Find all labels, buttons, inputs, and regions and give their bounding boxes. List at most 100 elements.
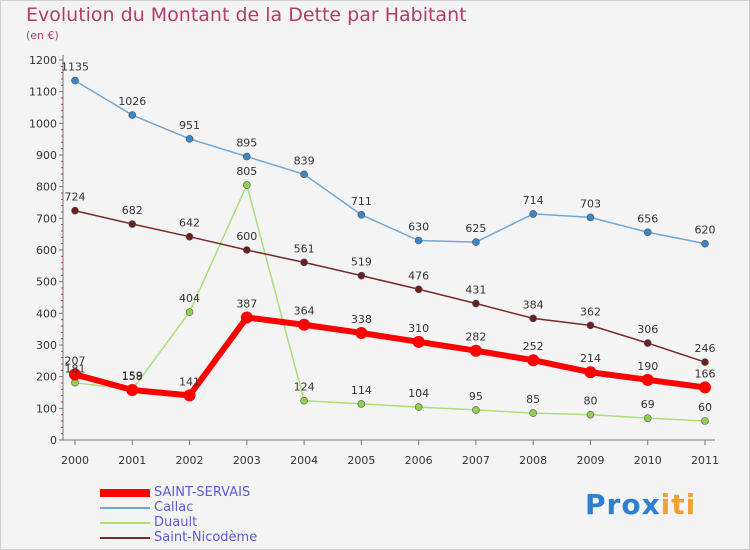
legend-label: Saint-Nicodème [154, 530, 258, 545]
data-label: 282 [465, 331, 486, 344]
series-line-saint-servais [72, 314, 708, 399]
data-point [701, 358, 709, 366]
data-label: 69 [641, 398, 655, 411]
y-tick-label: 400 [36, 307, 57, 320]
data-point [529, 210, 537, 218]
x-tick-label: 2008 [519, 454, 547, 467]
data-point [357, 400, 366, 408]
data-point [643, 414, 652, 422]
data-point [300, 396, 308, 405]
x-tick-label: 2011 [691, 454, 719, 467]
series-line-callac [74, 79, 706, 245]
x-tick-label: 2010 [634, 454, 662, 467]
data-label: 95 [469, 390, 483, 403]
data-label: 85 [526, 393, 540, 406]
data-label: 80 [583, 395, 597, 408]
data-point [414, 403, 423, 411]
data-point [472, 238, 480, 246]
data-label: 642 [179, 217, 200, 230]
data-label: 1026 [118, 95, 146, 108]
data-label: 252 [523, 340, 544, 353]
data-point [584, 366, 597, 379]
data-point [185, 308, 194, 316]
data-point [701, 239, 709, 248]
series-line-saint-nicodème [74, 209, 706, 363]
data-point [472, 299, 480, 308]
data-label: 682 [122, 204, 143, 217]
data-label: 1135 [61, 61, 89, 74]
logo-text-part1: Prox [585, 488, 661, 521]
data-point [243, 152, 251, 161]
y-tick-label: 1000 [29, 117, 57, 130]
data-point [300, 258, 308, 267]
data-point [357, 211, 366, 219]
data-point [699, 381, 711, 394]
data-label: 60 [698, 401, 712, 414]
data-label: 895 [236, 137, 257, 150]
legend-swatch [100, 522, 150, 524]
x-tick-label: 2004 [290, 454, 318, 467]
data-point [126, 383, 139, 396]
data-label: 630 [408, 221, 429, 234]
series-lines [72, 79, 708, 422]
legend-label: SAINT-SERVAIS [154, 485, 251, 500]
data-label: 724 [65, 191, 86, 204]
legend-label: Callac [154, 500, 194, 515]
data-point [414, 236, 423, 245]
x-tick-label: 2009 [576, 454, 604, 467]
data-label: 362 [580, 305, 601, 318]
data-point [586, 213, 595, 222]
data-label: 620 [695, 224, 716, 237]
chart-subtitle: (en €) [26, 29, 59, 42]
data-label: 141 [179, 375, 200, 388]
data-label: 951 [179, 119, 200, 132]
logo-text-part2: iti [660, 488, 697, 521]
data-label: 338 [351, 313, 372, 326]
data-label: 306 [637, 323, 658, 336]
data-point [128, 220, 137, 228]
data-label: 207 [65, 354, 86, 367]
data-label: 711 [351, 195, 372, 208]
data-label: 387 [236, 297, 257, 310]
legend-swatch [100, 507, 150, 509]
data-label: 159 [122, 370, 143, 383]
x-tick-label: 2001 [118, 454, 146, 467]
proxiti-logo: Proxiti [585, 488, 696, 521]
x-tick-label: 2005 [347, 454, 375, 467]
data-point [243, 246, 251, 254]
data-label: 476 [408, 269, 429, 282]
chart-title: Evolution du Montant de la Dette par Hab… [26, 4, 467, 26]
data-point [71, 206, 79, 215]
data-label: 561 [294, 242, 315, 255]
data-label: 310 [408, 322, 429, 335]
data-point [472, 406, 480, 414]
data-point [412, 335, 425, 348]
data-label: 839 [294, 154, 315, 167]
data-point [185, 232, 194, 241]
data-label: 158 [122, 370, 143, 383]
data-point [128, 111, 137, 119]
data-label: 181 [65, 363, 86, 376]
x-tick-label: 2002 [176, 454, 204, 467]
data-point [643, 339, 652, 347]
data-point [183, 389, 196, 402]
tick-labels: 0 100 200 300 400 500 600 700 800 900 1000 1100 1200… [29, 54, 719, 467]
data-point [300, 170, 308, 179]
data-label: 166 [695, 367, 716, 380]
data-label: 805 [236, 165, 257, 178]
data-labels: 207 158 141 387 364 338 310 282 252 214 190 166 1135… [61, 61, 716, 414]
legend-swatch [100, 489, 150, 497]
legend-label: Duault [154, 515, 198, 530]
data-label: 214 [580, 352, 601, 365]
data-point [529, 409, 537, 417]
data-label: 519 [351, 256, 372, 269]
y-tick-label: 800 [36, 181, 57, 194]
y-tick-label: 1100 [29, 86, 57, 99]
data-point [414, 285, 423, 294]
y-tick-label: 0 [50, 434, 57, 447]
legend-swatch [100, 537, 150, 539]
data-label: 364 [294, 305, 315, 318]
data-point [357, 271, 366, 280]
